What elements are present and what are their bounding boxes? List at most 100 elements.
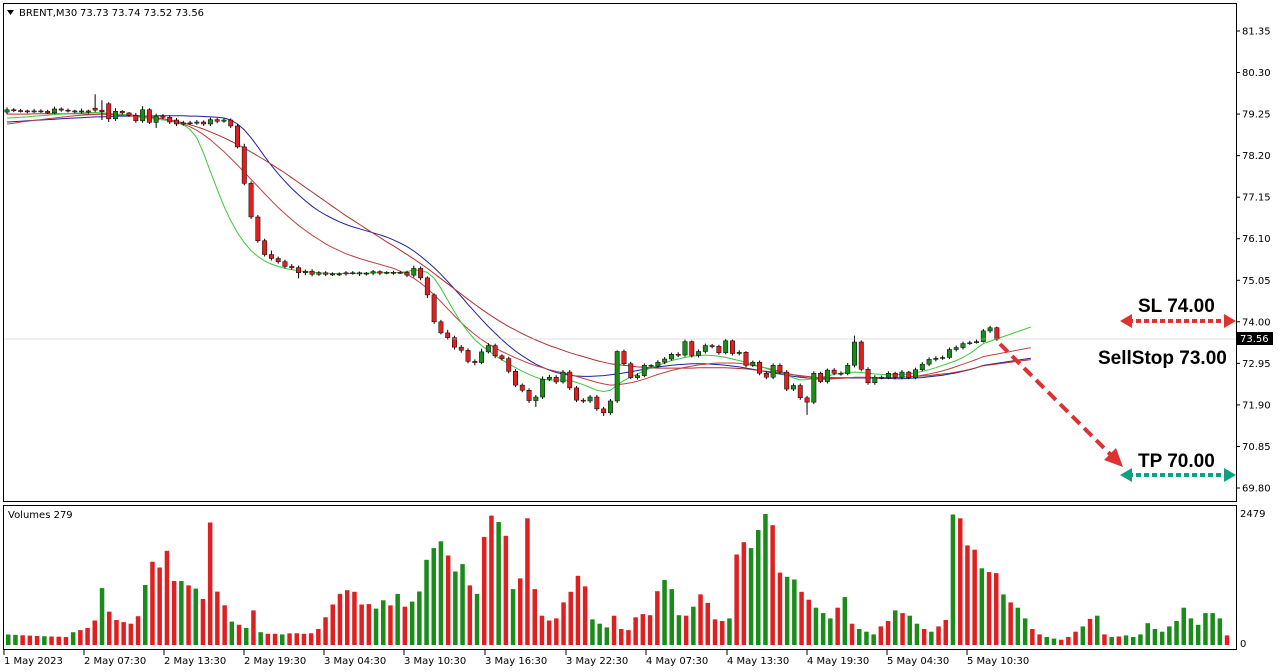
candle (838, 371, 844, 376)
price-tick-label: 69.80 (1242, 484, 1271, 495)
sellstop-label: SellStop 73.00 (1098, 348, 1227, 369)
dropdown-triangle-icon[interactable] (7, 10, 14, 15)
volume-bar (345, 590, 350, 645)
volume-bar (1195, 624, 1201, 645)
candle (750, 360, 756, 367)
volume-bar (135, 616, 141, 645)
candle (967, 340, 973, 345)
candle (106, 102, 112, 123)
candle-body (628, 363, 634, 378)
candle-body (668, 354, 674, 360)
candle-body (485, 345, 491, 353)
volume-bar (936, 626, 941, 645)
volume-bar (900, 613, 905, 645)
candle (38, 109, 44, 113)
volume-bar (1217, 618, 1223, 645)
candle-body (302, 270, 308, 274)
candle (906, 370, 912, 380)
volume-bar (92, 620, 97, 645)
volume-bar (972, 549, 977, 645)
volume-bar (986, 572, 992, 645)
candle-body (709, 345, 715, 347)
candle-body (350, 272, 356, 275)
candle-body (682, 341, 688, 356)
candle (18, 108, 24, 113)
volume-bar (6, 634, 11, 645)
candle (635, 373, 640, 380)
candle-body (45, 111, 51, 114)
sl-label: SL 74.00 (1138, 296, 1215, 317)
volume-bar (965, 545, 970, 645)
volume-bar (164, 550, 170, 645)
price-tick-label: 70.85 (1242, 442, 1271, 453)
volume-bar (756, 530, 761, 645)
candle-body (106, 103, 112, 120)
volume-bar (395, 593, 400, 645)
volume-bar (409, 601, 415, 645)
candle-body (980, 330, 986, 342)
volume-bar (806, 599, 811, 645)
candle-body (838, 373, 844, 375)
candle-body (526, 390, 532, 401)
candle (187, 120, 193, 126)
candle-body (960, 343, 966, 348)
volume-bar (1123, 635, 1129, 645)
candle (702, 343, 708, 354)
candle (235, 123, 240, 149)
volume-bar (1044, 637, 1049, 645)
candle (418, 266, 424, 281)
volume-bar (914, 623, 920, 645)
candle (201, 120, 207, 126)
candle-body (323, 272, 329, 275)
candle-body (899, 371, 905, 378)
candle (607, 398, 613, 415)
volume-bar (748, 548, 754, 645)
candle-body (580, 399, 586, 402)
candle (628, 361, 634, 380)
candle-body (763, 373, 769, 378)
candle (797, 383, 803, 400)
volume-bar (222, 605, 227, 645)
candle (194, 120, 200, 125)
volume-bar (1087, 618, 1093, 645)
candle-body (946, 349, 952, 358)
candle-body (418, 268, 424, 279)
volume-bar (792, 579, 797, 645)
candle (899, 370, 905, 380)
volume-bar (1138, 634, 1143, 645)
candle (350, 271, 356, 275)
candle (621, 349, 627, 366)
volume-bar (741, 542, 747, 645)
volume-bar (712, 619, 718, 645)
candle-body (262, 240, 268, 255)
candle (587, 395, 593, 403)
candle (4, 107, 10, 115)
candle (268, 250, 274, 261)
candle (865, 367, 871, 385)
candle-body (241, 146, 247, 184)
volume-bar (207, 522, 213, 645)
candle (262, 238, 268, 257)
volume-bar (236, 624, 242, 645)
candle (818, 371, 824, 384)
candle-body (906, 371, 912, 378)
volume-bar (1131, 637, 1136, 645)
candle-body (24, 110, 30, 113)
volume-bar (676, 615, 682, 645)
time-tick-label: 2 May 07:30 (84, 656, 146, 667)
volume-bar (179, 581, 184, 645)
candle-body (919, 363, 925, 370)
candle (119, 110, 125, 115)
candle-body (831, 369, 837, 374)
volume-bar (575, 575, 581, 645)
volume-bar (698, 594, 703, 645)
candle (343, 271, 349, 276)
candle (601, 406, 607, 416)
candle (668, 352, 674, 361)
candle (72, 109, 78, 114)
volume-bar (215, 591, 220, 645)
candle (11, 108, 17, 113)
candle (811, 371, 817, 405)
volume-bar (878, 626, 884, 645)
volume-bar (128, 623, 134, 645)
